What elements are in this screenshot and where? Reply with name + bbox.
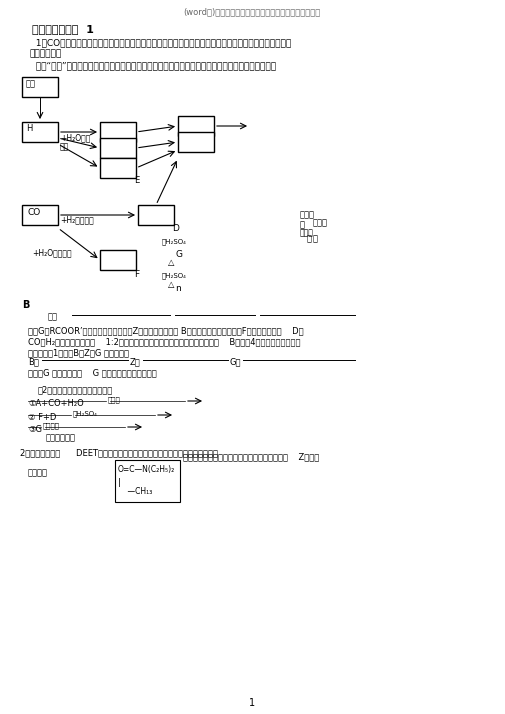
Text: 浓H₂SO₄: 浓H₂SO₄ <box>162 272 187 278</box>
Text: D: D <box>172 224 179 233</box>
Text: 些简单的有机: 些简单的有机 <box>30 49 62 58</box>
Text: 一定条: 一定条 <box>300 228 314 237</box>
Text: B：: B： <box>28 357 39 366</box>
Bar <box>178 132 214 152</box>
Text: 料粘胶: 料粘胶 <box>313 218 328 227</box>
Text: 催化剑: 催化剑 <box>108 396 121 403</box>
Text: +H₂O、催: +H₂O、催 <box>60 133 90 142</box>
Bar <box>100 138 136 158</box>
Text: Z：: Z： <box>130 357 141 366</box>
Text: 化剑: 化剑 <box>60 142 69 151</box>
Text: 电石: 电石 <box>26 79 36 88</box>
Text: 1: 1 <box>249 698 255 708</box>
Text: 剑: 剑 <box>313 234 318 243</box>
Text: 高分子化合物: 高分子化合物 <box>46 433 76 442</box>
Bar <box>22 77 58 97</box>
Text: 浓H₂SO₄: 浓H₂SO₄ <box>162 238 187 245</box>
Text: 写出与G 同类别的两个    G 的同分异构体的结构简式: 写出与G 同类别的两个 G 的同分异构体的结构简式 <box>28 368 157 377</box>
Text: 图中G（RCOOR’）有一种同分异构体是Z的相邻同系物；而 B有一种同分异构体恰么是F的相邻同系物。    D由: 图中G（RCOOR’）有一种同分异构体是Z的相邻同系物；而 B有一种同分异构体恰… <box>28 326 304 335</box>
Text: (word版)高中化学有机化学推断题及专题训练汇总，文档: (word版)高中化学有机化学推断题及专题训练汇总，文档 <box>183 7 321 16</box>
Text: +H₂、弹化剑: +H₂、弹化剑 <box>60 215 94 224</box>
Text: +H₂O、催化剑: +H₂O、催化剑 <box>32 248 72 257</box>
Bar <box>100 158 136 178</box>
Text: 浓H₂SO₄: 浓H₂SO₄ <box>73 410 98 416</box>
Text: ② F+D: ② F+D <box>28 413 57 422</box>
Text: △: △ <box>168 258 175 267</box>
Text: 件: 件 <box>307 234 312 243</box>
Text: 试推断：（1）写出B、Z、G 的结构简式: 试推断：（1）写出B、Z、G 的结构简式 <box>28 348 129 357</box>
Text: 物经“羰化”反应后可以最后产生一类具有优良性能的装饰性高分子涂料、粘胶剑等，如以下图所示：: 物经“羰化”反应后可以最后产生一类具有优良性能的装饰性高分子涂料、粘胶剑等，如以… <box>30 61 276 70</box>
Text: 。避蚊胺在一定条件下，可通过下面的合成路线    Z来合成: 。避蚊胺在一定条件下，可通过下面的合成路线 Z来合成 <box>183 452 319 461</box>
Bar <box>100 122 136 142</box>
Text: △: △ <box>168 280 175 289</box>
Text: CO和H₂按物质的量之比为    1:2完全反应而成，其氧化产物可发生銀镜反应；    B是含有4个碳原子的化合物。: CO和H₂按物质的量之比为 1:2完全反应而成，其氧化产物可发生銀镜反应； B是… <box>28 337 300 346</box>
Text: n: n <box>175 284 181 293</box>
Text: G: G <box>175 250 182 259</box>
Bar <box>100 250 136 270</box>
Text: H: H <box>26 124 32 133</box>
Text: |: | <box>118 478 121 487</box>
Bar <box>22 205 58 225</box>
Text: E: E <box>134 176 139 185</box>
Text: （2）完成以下反应的化学方程式: （2）完成以下反应的化学方程式 <box>38 385 113 394</box>
Text: 酒精: 酒精 <box>48 312 58 321</box>
Text: ③G: ③G <box>28 425 42 434</box>
Text: ①A+CO+H₂O: ①A+CO+H₂O <box>28 399 84 408</box>
Bar <box>138 205 174 225</box>
Text: O=C—N(C₂H₅)₂: O=C—N(C₂H₅)₂ <box>118 465 175 474</box>
Text: 有机化学练习题  1: 有机化学练习题 1 <box>32 24 94 34</box>
Text: 涂: 涂 <box>300 220 305 229</box>
Text: 一定条件: 一定条件 <box>43 422 60 428</box>
Bar <box>115 460 180 502</box>
Text: G：: G： <box>230 357 241 366</box>
Text: 1．CO不仅是家用某气的主要成分，也是重要的化工原料。美国近年来报导一种低温低压弹化工艺，把某: 1．CO不仅是家用某气的主要成分，也是重要的化工原料。美国近年来报导一种低温低压… <box>30 38 291 47</box>
Text: 构简式为: 构简式为 <box>28 468 48 477</box>
Text: —CH₁₃: —CH₁₃ <box>118 487 152 496</box>
Bar <box>178 116 214 136</box>
Text: 高分子: 高分子 <box>300 210 315 219</box>
Text: CO: CO <box>28 208 41 217</box>
Bar <box>22 122 58 142</box>
Text: F: F <box>134 270 139 279</box>
Text: B: B <box>22 300 29 310</box>
Text: 2．避蚊胺（又名      DEET）是对人平安、活性高且无抗药性的新型驱蚊剑，其结: 2．避蚊胺（又名 DEET）是对人平安、活性高且无抗药性的新型驱蚊剑，其结 <box>20 448 218 457</box>
